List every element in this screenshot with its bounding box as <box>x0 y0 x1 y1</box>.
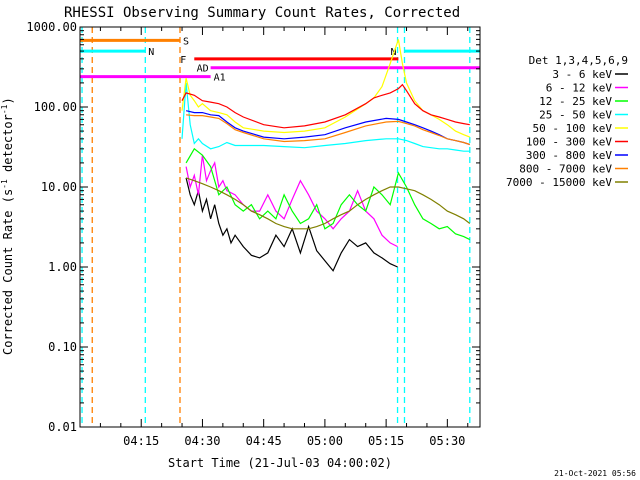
footer-date: 21-Oct-2021 05:56 <box>554 469 636 478</box>
legend-title: Det 1,3,4,5,6,9 <box>529 54 628 67</box>
series-line <box>185 155 398 248</box>
y-tick-label: 0.01 <box>48 420 77 434</box>
legend-entry-label: 25 - 50 keV <box>539 109 612 122</box>
y-tick-label: 10.00 <box>41 180 77 194</box>
axes: 1000.00 100.00 10.00 1.00 0.10 0.01 04:15 04:30… <box>26 20 481 448</box>
x-tick-label: 05:30 <box>429 434 465 448</box>
x-tick-label: 05:00 <box>307 434 343 448</box>
x-tick-label: 04:15 <box>123 434 159 448</box>
series-line <box>185 177 398 272</box>
y-tick-label: 1.00 <box>48 260 77 274</box>
y-tick-label: 0.10 <box>48 340 77 354</box>
x-axis-label: Start Time (21-Jul-03 04:00:02) <box>168 456 392 470</box>
legend-entry-label: 3 - 6 keV <box>552 68 612 81</box>
series-lines <box>181 39 471 272</box>
status-bar-label: A1 <box>214 73 226 84</box>
series-line <box>181 82 470 152</box>
x-tick-label: 05:15 <box>368 434 404 448</box>
series-line <box>185 110 470 146</box>
legend-entry-label: 6 - 12 keV <box>546 82 613 95</box>
legend-entry-label: 12 - 25 keV <box>539 95 612 108</box>
legend-entry-label: 100 - 300 keV <box>526 136 612 149</box>
vertical-markers <box>81 27 471 427</box>
legend-entry-label: 50 - 100 keV <box>533 122 613 135</box>
status-bar-label: N <box>148 47 154 58</box>
status-bar-label: AD <box>197 64 209 75</box>
series-line <box>185 147 471 241</box>
status-bar-label: S <box>183 36 189 47</box>
series-line <box>181 83 470 129</box>
plot-frame <box>79 26 481 428</box>
legend-entry-label: 800 - 7000 keV <box>519 163 612 176</box>
x-tick-label: 04:30 <box>184 434 220 448</box>
y-tick-label: 1000.00 <box>26 20 77 34</box>
x-tick-label: 04:45 <box>246 434 282 448</box>
y-tick-label: 100.00 <box>34 100 77 114</box>
legend-entry-label: 300 - 800 keV <box>526 149 612 162</box>
series-line <box>185 177 471 230</box>
chart-title: RHESSI Observing Summary Count Rates, Co… <box>64 5 460 21</box>
legend-entry-label: 7000 - 15000 keV <box>506 176 612 189</box>
status-bar-label: F <box>180 55 186 66</box>
series-line <box>186 114 470 146</box>
y-axis-label: Corrected Count Rate (s-1 detector-1) <box>0 97 15 355</box>
